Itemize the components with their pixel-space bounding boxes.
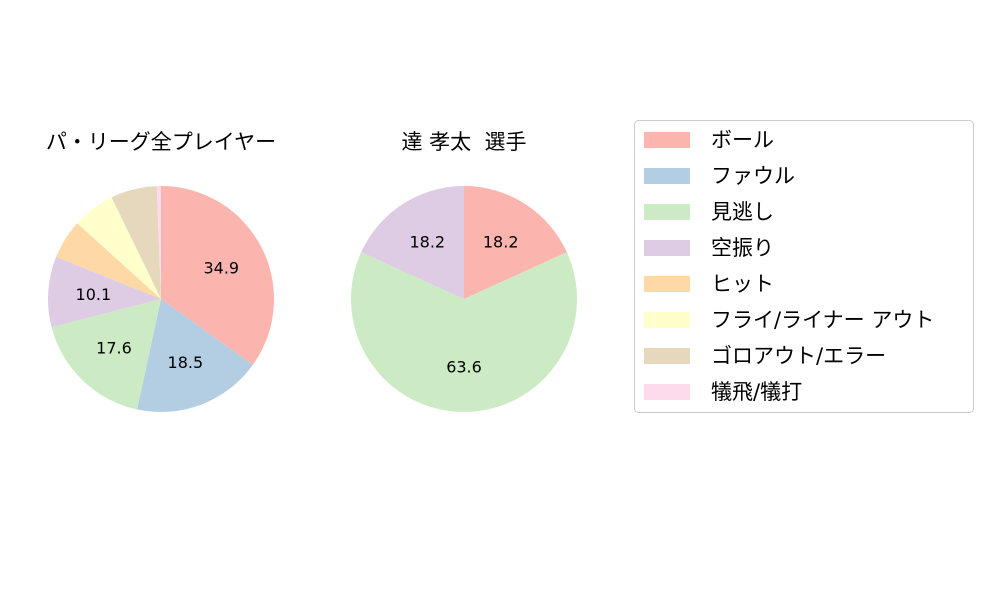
pie-slice-5 [56, 223, 162, 299]
legend-label: 見逃し [711, 200, 774, 224]
pie-value-label: 18.2 [409, 232, 445, 251]
legend-label: フライ/ライナー アウト [711, 308, 934, 332]
pie-title-player: 達 孝太 選手 [401, 130, 526, 154]
legend-swatch [644, 204, 690, 220]
legend-label: ヒット [711, 272, 774, 296]
pie-slices [48, 186, 274, 412]
pie-chart-all-players: パ・リーグ全プレイヤー 34.9 18.5 17.6 10.1 [46, 130, 276, 412]
pie-slice-6 [77, 197, 161, 299]
legend-swatch [644, 276, 690, 292]
pie-slice-2 [137, 299, 253, 412]
pie-labels: 18.2 63.6 18.2 [409, 232, 518, 376]
pie-slice-3 [351, 252, 577, 413]
pie-value-label: 63.6 [446, 357, 482, 376]
legend-swatch [644, 348, 690, 364]
legend-swatch [644, 384, 690, 400]
pie-value-label: 34.9 [203, 259, 239, 278]
pie-value-label: 18.2 [483, 232, 519, 251]
pie-slice-8 [156, 186, 161, 299]
pie-slice-4 [48, 256, 161, 328]
pie-labels: 34.9 18.5 17.6 10.1 [76, 259, 240, 372]
legend-swatch [644, 240, 690, 256]
legend-label: ゴロアウト/エラー [711, 344, 886, 368]
legend-label: 犠飛/犠打 [711, 380, 802, 404]
legend-frame [634, 120, 974, 413]
pie-slice-4 [361, 186, 464, 299]
pie-slices [351, 186, 577, 413]
pie-slice-1 [161, 186, 274, 365]
legend-swatch [644, 132, 690, 148]
legend-swatch [644, 312, 690, 328]
pie-title-all-players: パ・リーグ全プレイヤー [46, 130, 276, 154]
pie-value-label: 18.5 [168, 353, 204, 372]
legend-swatch [644, 168, 690, 184]
pie-chart-player: 達 孝太 選手 18.2 63.6 18.2 [351, 130, 577, 413]
legend-label: ボール [711, 128, 774, 152]
legend-label: ファウル [711, 164, 795, 188]
legend-label: 空振り [711, 236, 774, 260]
pie-slice-7 [111, 186, 161, 299]
pie-value-label: 17.6 [96, 338, 132, 357]
pie-slice-3 [51, 299, 161, 410]
pie-slice-1 [464, 186, 567, 299]
pie-value-label: 10.1 [76, 285, 112, 304]
